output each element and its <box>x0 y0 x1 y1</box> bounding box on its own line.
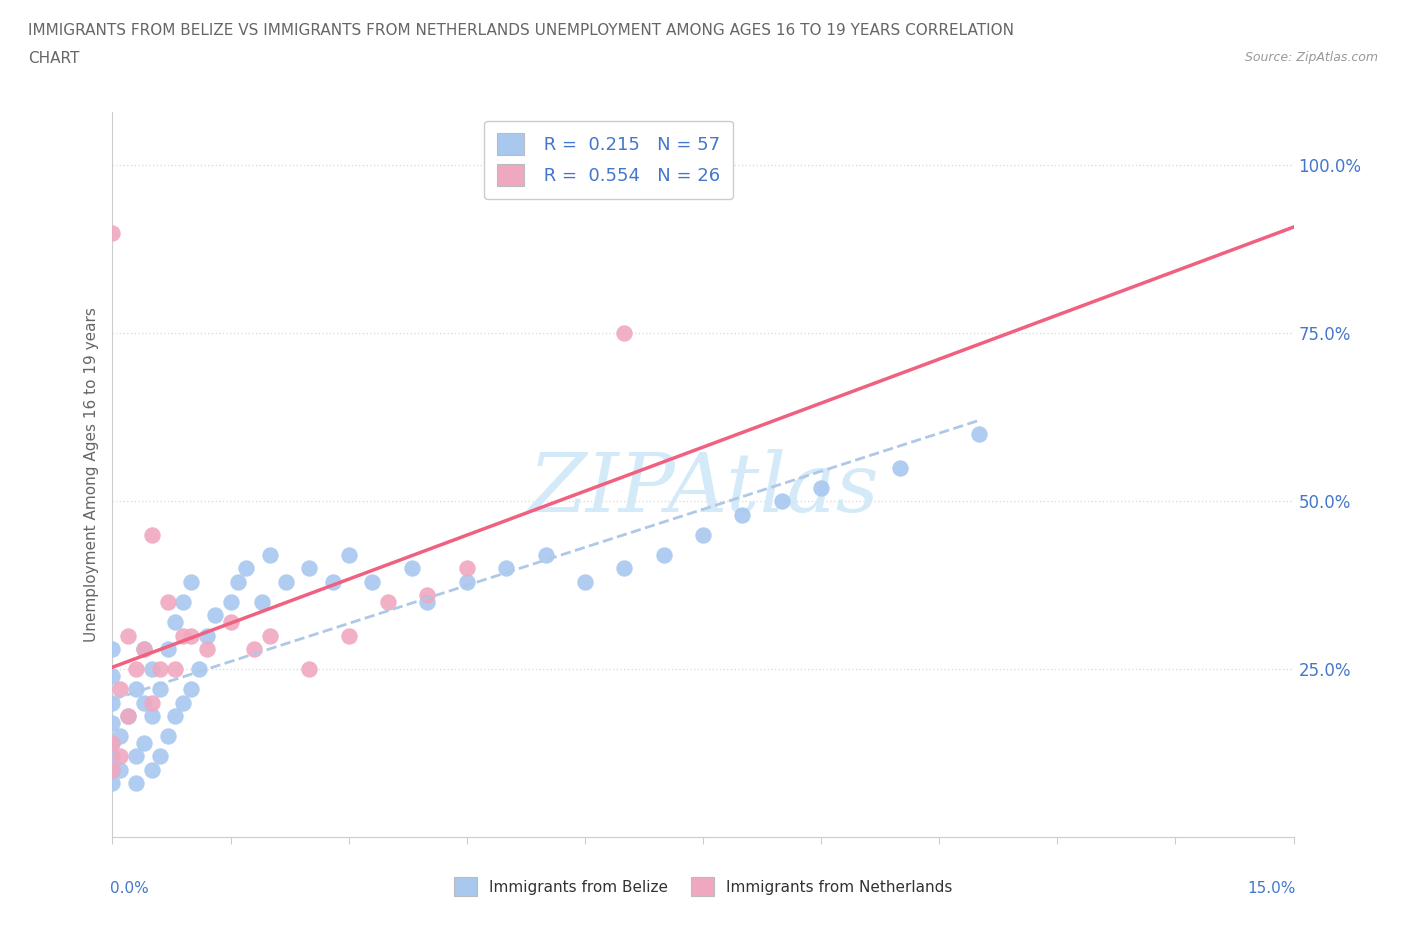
Point <box>101 736 124 751</box>
Point <box>110 749 132 764</box>
Point <box>141 696 163 711</box>
Text: Source: ZipAtlas.com: Source: ZipAtlas.com <box>1244 51 1378 64</box>
Point <box>101 749 124 764</box>
Point <box>165 615 187 630</box>
Point <box>337 548 360 563</box>
Point <box>810 480 832 495</box>
Point <box>141 661 163 676</box>
Point <box>141 763 163 777</box>
Point <box>337 628 360 643</box>
Point <box>243 642 266 657</box>
Point <box>132 642 155 657</box>
Point <box>195 628 218 643</box>
Point <box>416 594 439 609</box>
Point <box>188 661 211 676</box>
Point <box>141 527 163 542</box>
Point <box>456 575 478 590</box>
Point <box>180 575 202 590</box>
Point <box>731 507 754 522</box>
Point <box>416 588 439 603</box>
Point <box>652 548 675 563</box>
Point <box>141 709 163 724</box>
Point <box>156 594 179 609</box>
Point <box>235 561 257 576</box>
Point <box>250 594 273 609</box>
Point <box>101 669 124 684</box>
Point <box>117 709 139 724</box>
Point <box>132 696 155 711</box>
Point <box>259 548 281 563</box>
Text: CHART: CHART <box>28 51 80 66</box>
Y-axis label: Unemployment Among Ages 16 to 19 years: Unemployment Among Ages 16 to 19 years <box>83 307 98 642</box>
Point <box>298 661 321 676</box>
Point <box>322 575 344 590</box>
Point <box>125 661 148 676</box>
Point <box>456 561 478 576</box>
Point <box>967 427 990 442</box>
Point <box>110 763 132 777</box>
Point <box>219 615 242 630</box>
Point <box>889 460 911 475</box>
Point <box>132 736 155 751</box>
Point <box>574 575 596 590</box>
Point <box>110 682 132 697</box>
Point <box>149 749 172 764</box>
Text: 0.0%: 0.0% <box>110 881 149 896</box>
Point <box>228 575 250 590</box>
Point <box>110 729 132 744</box>
Text: ZIPAtlas: ZIPAtlas <box>527 449 879 529</box>
Point <box>101 763 124 777</box>
Point <box>172 696 194 711</box>
Point <box>101 642 124 657</box>
Point <box>259 628 281 643</box>
Point <box>274 575 297 590</box>
Point <box>125 776 148 790</box>
Point <box>101 763 124 777</box>
Point <box>101 776 124 790</box>
Point <box>172 594 194 609</box>
Point <box>534 548 557 563</box>
Point <box>692 527 714 542</box>
Point <box>495 561 517 576</box>
Point <box>149 661 172 676</box>
Point <box>165 661 187 676</box>
Point <box>361 575 384 590</box>
Legend: Immigrants from Belize, Immigrants from Netherlands: Immigrants from Belize, Immigrants from … <box>447 871 959 902</box>
Point <box>180 682 202 697</box>
Point <box>117 628 139 643</box>
Point <box>613 326 636 340</box>
Point <box>101 736 124 751</box>
Point <box>101 225 124 240</box>
Point <box>117 709 139 724</box>
Point <box>195 642 218 657</box>
Text: IMMIGRANTS FROM BELIZE VS IMMIGRANTS FROM NETHERLANDS UNEMPLOYMENT AMONG AGES 16: IMMIGRANTS FROM BELIZE VS IMMIGRANTS FRO… <box>28 23 1014 38</box>
Point <box>165 709 187 724</box>
Point <box>401 561 423 576</box>
Point <box>101 696 124 711</box>
Point <box>132 642 155 657</box>
Point <box>219 594 242 609</box>
Point <box>125 749 148 764</box>
Point <box>172 628 194 643</box>
Point <box>377 594 399 609</box>
Point <box>156 729 179 744</box>
Point <box>204 608 226 623</box>
Text: 15.0%: 15.0% <box>1247 881 1296 896</box>
Point <box>180 628 202 643</box>
Point <box>613 561 636 576</box>
Point <box>770 494 793 509</box>
Point <box>101 715 124 730</box>
Point <box>149 682 172 697</box>
Point <box>298 561 321 576</box>
Point <box>156 642 179 657</box>
Point <box>125 682 148 697</box>
